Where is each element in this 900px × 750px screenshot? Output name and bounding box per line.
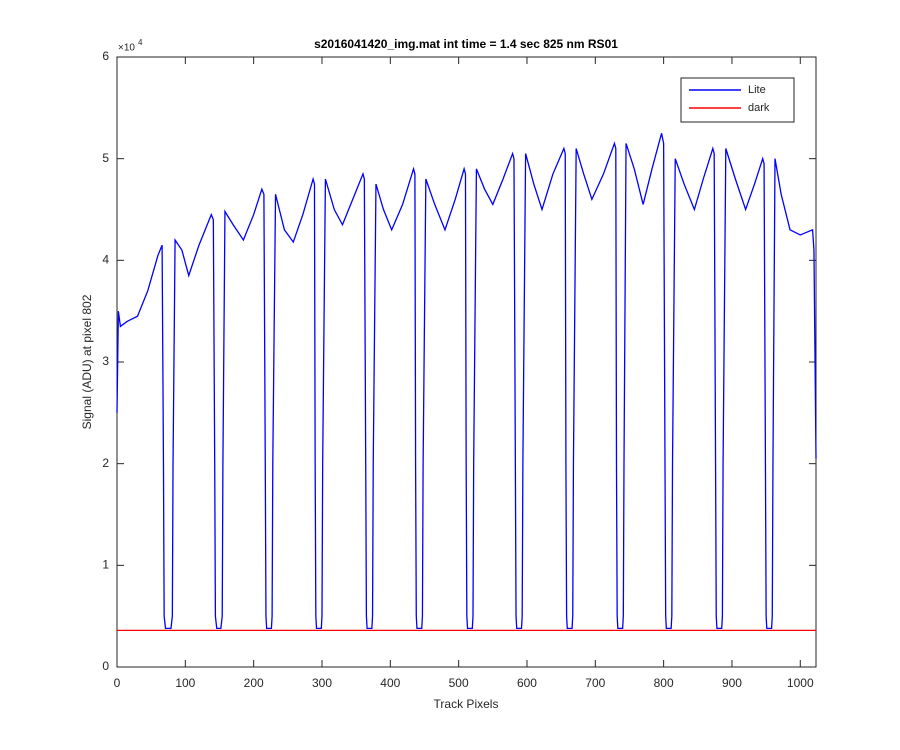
x-tick-label: 900 (722, 676, 742, 690)
x-tick-label: 500 (449, 676, 469, 690)
x-axis-label: Track Pixels (434, 697, 499, 711)
x-tick-label: 800 (654, 676, 674, 690)
legend-box (680, 77, 795, 123)
y-tick-label: 1 (102, 558, 109, 572)
y-tick-label: 5 (102, 151, 109, 165)
y-multiplier: ×10 (118, 43, 135, 54)
y-tick-label: 3 (102, 354, 109, 368)
x-tick-label: 0 (114, 676, 121, 690)
y-tick-label: 4 (102, 253, 109, 267)
x-tick-label: 200 (244, 676, 264, 690)
y-tick-label: 6 (102, 49, 109, 63)
y-tick-label: 2 (102, 456, 109, 470)
legend-label: dark (748, 102, 770, 114)
x-tick-label: 1000 (787, 676, 814, 690)
y-tick-label: 0 (102, 659, 109, 673)
legend-label: Lite (748, 84, 766, 96)
y-axis-label: Signal (ADU) at pixel 802 (80, 294, 94, 429)
data-line (116, 133, 817, 630)
x-tick-label: 300 (312, 676, 332, 690)
x-tick-label: 100 (175, 676, 195, 690)
x-tick-label: 600 (517, 676, 537, 690)
x-tick-label: 400 (380, 676, 400, 690)
chart-title: s2016041420_img.mat int time = 1.4 sec 8… (314, 37, 618, 51)
x-tick-label: 700 (585, 676, 605, 690)
y-multiplier-exponent: 4 (138, 38, 143, 47)
